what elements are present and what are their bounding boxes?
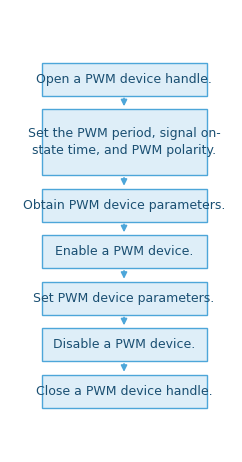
FancyBboxPatch shape xyxy=(42,188,207,222)
FancyBboxPatch shape xyxy=(42,109,207,175)
FancyBboxPatch shape xyxy=(42,235,207,268)
FancyBboxPatch shape xyxy=(42,62,207,96)
FancyBboxPatch shape xyxy=(42,328,207,361)
FancyBboxPatch shape xyxy=(42,375,207,407)
Text: Open a PWM device handle.: Open a PWM device handle. xyxy=(36,73,212,85)
Text: Disable a PWM device.: Disable a PWM device. xyxy=(53,338,195,351)
FancyBboxPatch shape xyxy=(42,282,207,315)
Text: Set PWM device parameters.: Set PWM device parameters. xyxy=(33,292,215,304)
Text: Obtain PWM device parameters.: Obtain PWM device parameters. xyxy=(23,199,225,212)
Text: Close a PWM device handle.: Close a PWM device handle. xyxy=(36,385,212,398)
Text: Set the PWM period, signal on-
state time, and PWM polarity.: Set the PWM period, signal on- state tim… xyxy=(28,128,220,157)
Text: Enable a PWM device.: Enable a PWM device. xyxy=(55,245,193,258)
